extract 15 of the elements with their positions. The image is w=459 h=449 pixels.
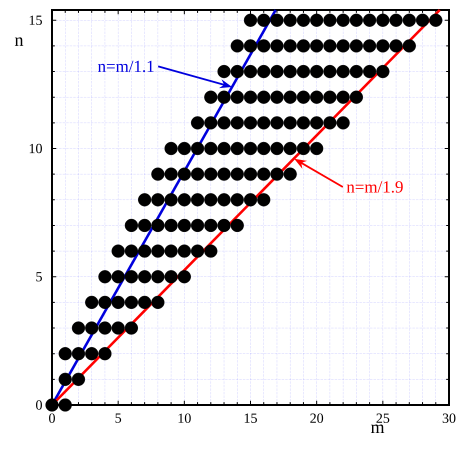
x-tick-label: 30 <box>442 414 456 423</box>
annotation: n=m/1.1 <box>98 60 154 72</box>
x-tick-label: 10 <box>178 414 191 423</box>
x-axis-title: m <box>370 424 384 433</box>
x-tick-label: 20 <box>310 414 324 423</box>
x-tick-label: 15 <box>244 414 257 423</box>
y-tick-label: 5 <box>36 272 42 282</box>
x-tick-label: 25 <box>376 414 390 423</box>
x-tick-label: 5 <box>115 414 122 423</box>
x-tick-label: 0 <box>49 414 55 423</box>
annotation: n=m/1.9 <box>346 181 403 193</box>
y-axis-title: n <box>14 37 24 46</box>
y-tick-label: 0 <box>36 400 42 410</box>
y-tick-label: 10 <box>30 144 42 154</box>
y-tick-label: 15 <box>30 16 42 25</box>
